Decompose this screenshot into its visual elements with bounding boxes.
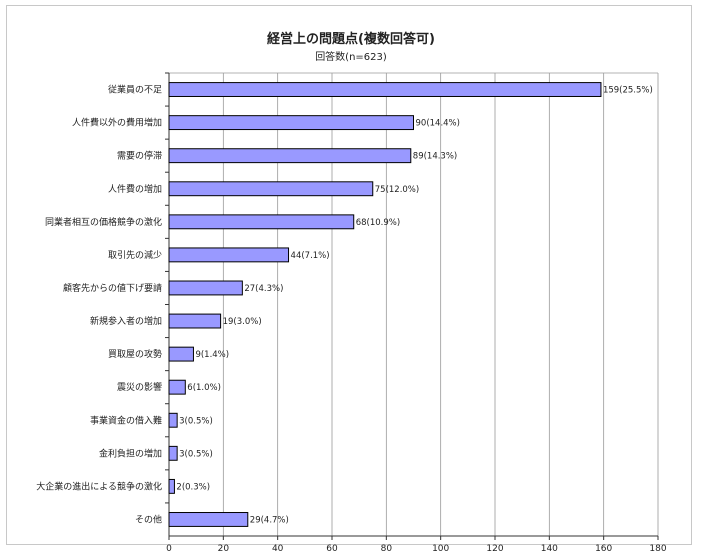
bar-7 <box>168 313 222 329</box>
chart-subtitle: 回答数(n=623) <box>315 52 387 63</box>
bar-13 <box>168 512 249 527</box>
data-label-13: 29(4.7%) <box>250 515 289 525</box>
x-tick-label-2: 40 <box>272 544 284 554</box>
data-label-6: 27(4.3%) <box>244 284 283 294</box>
x-tick-label-8: 160 <box>595 544 612 554</box>
x-tick-label-3: 60 <box>326 544 338 554</box>
data-label-8: 9(1.4%) <box>195 350 229 360</box>
bar-12 <box>168 478 175 494</box>
bar-0 <box>168 82 602 97</box>
category-label-5: 取引先の減少 <box>108 249 162 261</box>
category-label-0: 従業員の不足 <box>108 84 162 96</box>
category-label-12: 大企業の進出による競争の激化 <box>36 480 162 492</box>
x-tick-label-1: 20 <box>218 544 230 554</box>
x-tick-label-9: 180 <box>649 544 666 554</box>
data-label-12: 2(0.3%) <box>176 482 210 492</box>
category-label-13: その他 <box>135 513 162 525</box>
data-label-11: 3(0.5%) <box>179 449 213 459</box>
category-label-2: 需要の停滞 <box>117 150 162 162</box>
data-label-1: 90(14.4%) <box>416 119 460 129</box>
category-label-7: 新規参入者の増加 <box>90 315 162 327</box>
bar-9 <box>168 379 186 395</box>
category-label-4: 同業者相互の価格競争の激化 <box>45 216 162 228</box>
category-label-11: 金利負担の増加 <box>99 447 162 459</box>
data-label-9: 6(1.0%) <box>187 383 221 393</box>
category-label-9: 震災の影響 <box>117 381 162 393</box>
bar-10 <box>168 412 178 428</box>
data-label-5: 44(7.1%) <box>291 251 330 261</box>
bar-8 <box>168 346 194 362</box>
bar-2 <box>168 148 412 164</box>
x-tick-label-0: 0 <box>166 544 172 554</box>
x-tick-label-6: 120 <box>486 544 503 554</box>
x-tick-label-4: 80 <box>381 544 393 554</box>
data-label-0: 159(25.5%) <box>603 86 653 96</box>
data-label-4: 68(10.9%) <box>356 218 400 228</box>
data-label-10: 3(0.5%) <box>179 416 213 426</box>
data-label-7: 19(3.0%) <box>223 317 262 327</box>
bar-6 <box>168 280 243 296</box>
data-label-2: 89(14.3%) <box>413 152 457 162</box>
bar-5 <box>168 247 290 263</box>
bar-4 <box>168 214 355 230</box>
category-label-3: 人件費の増加 <box>108 183 162 195</box>
bar-3 <box>168 181 374 197</box>
chart-title: 経営上の問題点(複数回答可) <box>267 32 435 47</box>
category-label-1: 人件費以外の費用増加 <box>72 117 162 129</box>
category-label-8: 買取屋の攻勢 <box>108 348 162 360</box>
x-tick-label-5: 100 <box>432 544 449 554</box>
bar-11 <box>168 445 178 461</box>
data-label-3: 75(12.0%) <box>375 185 419 195</box>
category-label-6: 顧客先からの値下げ要請 <box>63 282 162 294</box>
x-tick-label-7: 140 <box>541 544 558 554</box>
bar-1 <box>168 115 414 131</box>
category-label-10: 事業資金の借入難 <box>90 414 162 426</box>
